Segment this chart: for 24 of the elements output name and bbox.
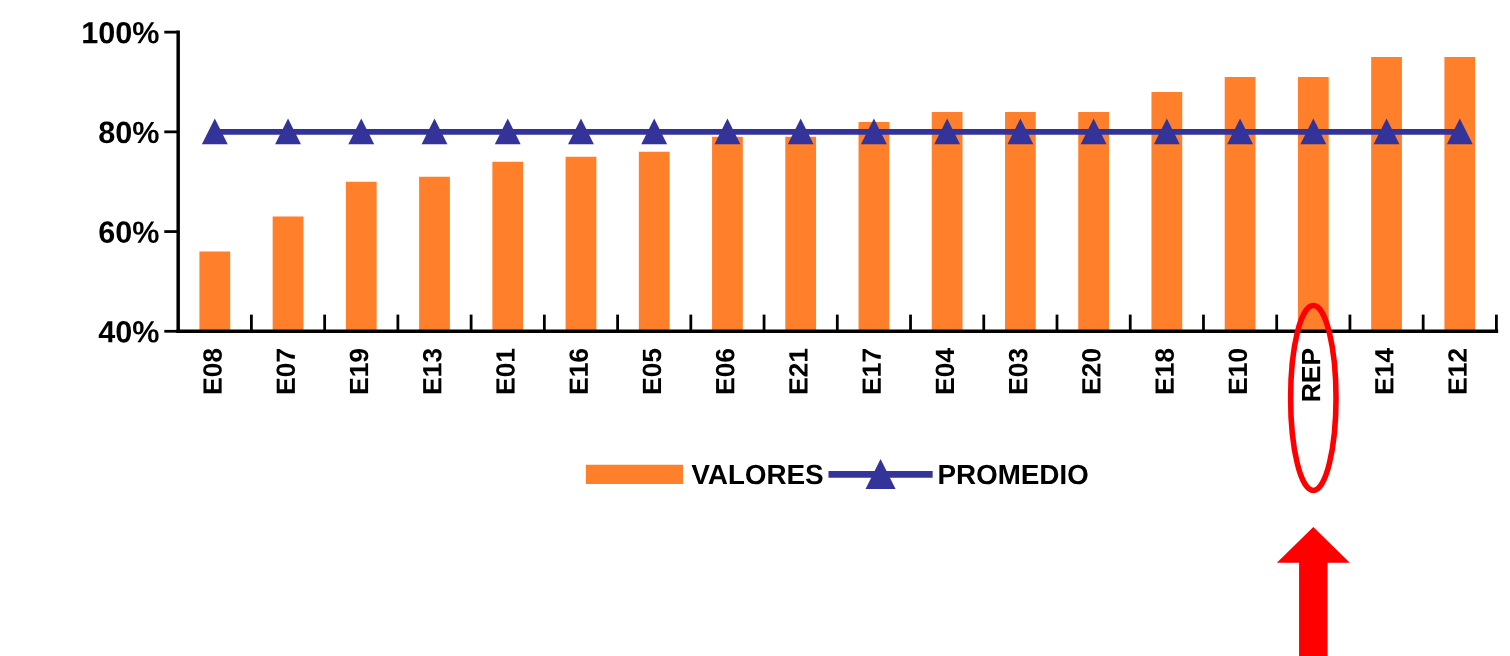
- x-tick-label: E20: [1082, 349, 1101, 394]
- x-tick-label: E18: [1155, 348, 1174, 394]
- y-tick-label: 100%: [83, 21, 159, 44]
- x-tick-label: E01: [496, 348, 515, 394]
- x-tick-label: E10: [1228, 349, 1248, 394]
- x-tick-label: E12: [1448, 349, 1467, 394]
- x-tick-label: REP: [1301, 348, 1321, 401]
- x-tick-label: E21: [789, 348, 808, 394]
- y-tick-label: 60%: [99, 221, 159, 243]
- y-tick-label: 80%: [99, 121, 159, 144]
- x-tick-label: E05: [642, 348, 662, 394]
- x-tick-label: E08: [203, 348, 222, 394]
- legend-label: VALORES: [691, 464, 823, 485]
- legend-label: PROMEDIO: [939, 464, 1088, 485]
- x-tick-label: E04: [935, 348, 955, 394]
- x-tick-label: E03: [1008, 348, 1028, 394]
- x-tick-label: E17: [862, 349, 881, 394]
- x-tick-label: E06: [715, 348, 735, 394]
- x-tick-label: E16: [569, 348, 589, 394]
- x-tick-label: E13: [422, 348, 442, 394]
- x-tick-label: E14: [1375, 348, 1394, 394]
- y-tick-label: 40%: [98, 321, 159, 343]
- x-tick-label: E07: [276, 349, 296, 394]
- x-tick-label: E19: [349, 348, 369, 394]
